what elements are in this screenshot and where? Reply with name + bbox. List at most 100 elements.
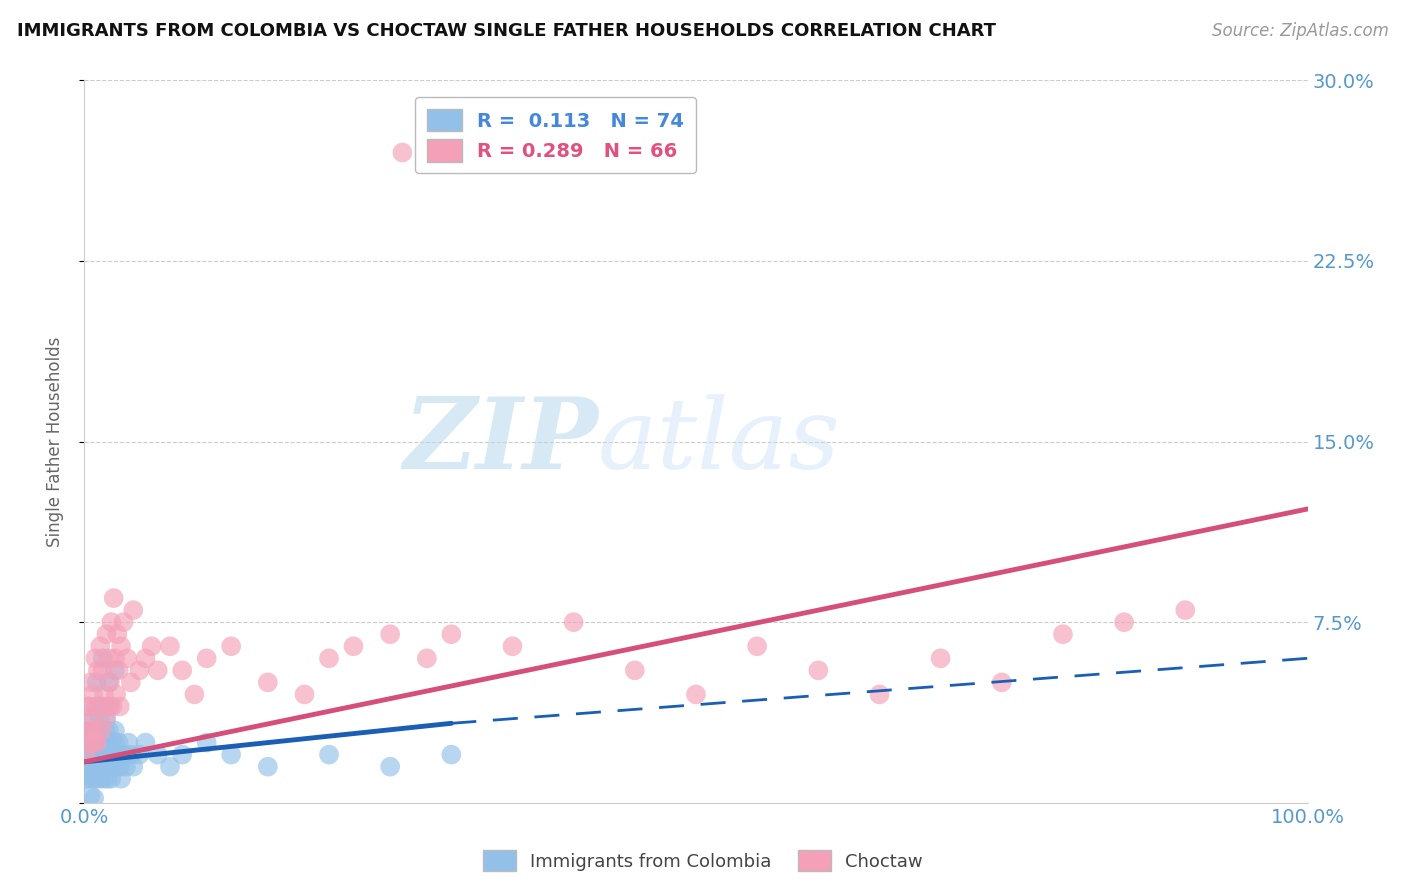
Point <box>107 664 129 678</box>
Point <box>83 791 105 805</box>
Point <box>80 712 103 726</box>
Point <box>159 760 181 774</box>
Point <box>77 772 100 786</box>
Point <box>96 627 118 641</box>
Point <box>624 664 647 678</box>
Point <box>93 687 115 701</box>
Y-axis label: Single Father Households: Single Father Households <box>45 336 63 547</box>
Point <box>82 687 104 701</box>
Point <box>83 723 105 738</box>
Point <box>79 675 101 690</box>
Point <box>80 712 103 726</box>
Point <box>929 651 952 665</box>
Point <box>1114 615 1136 630</box>
Point <box>87 723 110 738</box>
Point <box>87 712 110 726</box>
Point <box>117 735 139 749</box>
Point <box>79 760 101 774</box>
Point <box>86 675 108 690</box>
Point <box>101 699 124 714</box>
Point <box>146 747 169 762</box>
Text: IMMIGRANTS FROM COLOMBIA VS CHOCTAW SINGLE FATHER HOUSEHOLDS CORRELATION CHART: IMMIGRANTS FROM COLOMBIA VS CHOCTAW SING… <box>17 22 995 40</box>
Point <box>104 664 127 678</box>
Point <box>93 772 115 786</box>
Point <box>94 723 117 738</box>
Point <box>87 699 110 714</box>
Point <box>122 603 145 617</box>
Point <box>146 664 169 678</box>
Point <box>104 735 127 749</box>
Point <box>416 651 439 665</box>
Point <box>219 747 242 762</box>
Legend: Immigrants from Colombia, Choctaw: Immigrants from Colombia, Choctaw <box>475 843 931 879</box>
Point <box>502 639 524 653</box>
Point <box>79 789 101 803</box>
Point <box>100 735 122 749</box>
Point <box>120 675 142 690</box>
Point <box>91 747 114 762</box>
Point <box>97 760 120 774</box>
Point <box>76 723 98 738</box>
Point <box>380 760 402 774</box>
Point <box>112 615 135 630</box>
Point <box>107 735 129 749</box>
Point <box>80 747 103 762</box>
Point <box>1052 627 1074 641</box>
Point <box>100 772 122 786</box>
Point <box>294 687 316 701</box>
Point <box>219 639 242 653</box>
Point <box>807 664 830 678</box>
Point <box>115 651 138 665</box>
Text: atlas: atlas <box>598 394 841 489</box>
Point <box>110 639 132 653</box>
Point <box>103 747 125 762</box>
Point <box>110 772 132 786</box>
Point <box>77 760 100 774</box>
Point <box>91 664 114 678</box>
Point <box>159 639 181 653</box>
Point <box>77 699 100 714</box>
Point <box>135 735 157 749</box>
Point <box>94 712 117 726</box>
Point <box>97 651 120 665</box>
Point <box>87 760 110 774</box>
Point <box>97 699 120 714</box>
Point <box>562 615 585 630</box>
Point <box>77 735 100 749</box>
Point <box>97 772 120 786</box>
Point <box>195 735 218 749</box>
Point <box>98 699 121 714</box>
Point <box>82 772 104 786</box>
Point <box>172 664 194 678</box>
Point <box>75 772 97 786</box>
Point <box>86 735 108 749</box>
Point <box>135 651 157 665</box>
Point <box>120 747 142 762</box>
Point <box>76 747 98 762</box>
Point <box>89 772 111 786</box>
Point <box>94 760 117 774</box>
Point <box>96 712 118 726</box>
Point <box>93 735 115 749</box>
Point <box>80 723 103 738</box>
Point <box>86 735 108 749</box>
Point <box>90 723 112 738</box>
Point <box>86 772 108 786</box>
Point <box>83 723 105 738</box>
Point <box>103 591 125 605</box>
Point <box>104 651 127 665</box>
Point <box>105 687 128 701</box>
Point <box>183 687 205 701</box>
Point <box>91 699 114 714</box>
Point <box>89 639 111 653</box>
Point <box>440 747 463 762</box>
Point <box>105 627 128 641</box>
Point <box>77 735 100 749</box>
Point <box>391 145 413 160</box>
Point <box>100 615 122 630</box>
Point <box>89 735 111 749</box>
Point <box>87 664 110 678</box>
Point <box>101 760 124 774</box>
Point <box>112 747 135 762</box>
Point <box>128 664 150 678</box>
